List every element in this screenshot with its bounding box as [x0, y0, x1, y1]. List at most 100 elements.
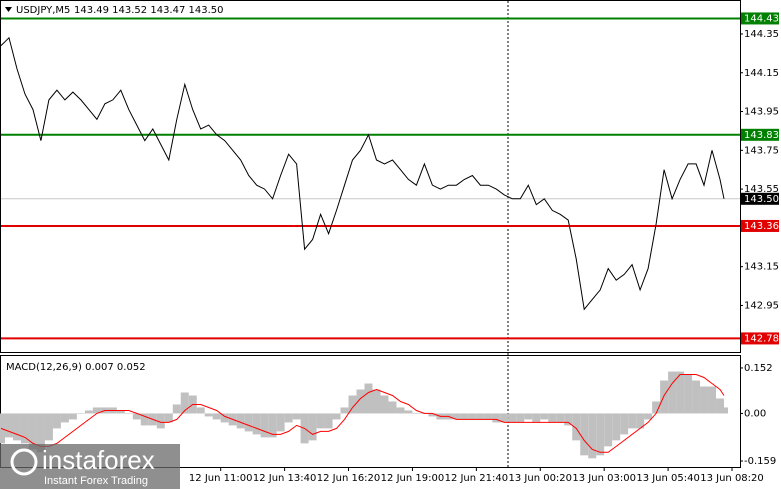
x-tick-label: 12 Jun 16:20 — [317, 473, 381, 484]
macd-bar — [204, 413, 213, 417]
macd-bar — [252, 413, 261, 435]
level-label-box — [741, 128, 779, 141]
macd-bar — [484, 413, 493, 420]
macd-bar — [660, 380, 669, 414]
y-tick-label: 142.95 — [744, 300, 779, 311]
y-tick-label: -0.159 — [744, 456, 776, 467]
macd-bar — [308, 413, 317, 441]
macd-bar — [720, 407, 729, 414]
y-tick-label: 143.95 — [744, 107, 779, 118]
macd-bar — [36, 413, 45, 453]
macd-bar — [364, 383, 373, 414]
symbol-title: USDJPY,M5 — [16, 5, 70, 16]
macd-bar — [380, 395, 389, 414]
macd-title: MACD(12,26,9) 0.007 0.052 — [6, 362, 146, 373]
macd-bar — [52, 413, 61, 429]
macd-bar — [652, 401, 661, 414]
menu-arrow — [5, 7, 12, 12]
level-label: 144.43 — [744, 13, 779, 24]
macd-bar — [156, 413, 165, 429]
macd-bar — [12, 413, 21, 441]
level-label: 143.36 — [744, 221, 779, 232]
macd-bar — [532, 413, 541, 423]
macd-bar — [668, 371, 677, 414]
price-line — [0, 36, 725, 311]
macd-bar — [588, 413, 597, 459]
macd-bar — [0, 413, 5, 444]
macd-bar — [684, 374, 693, 414]
macd-bar — [92, 407, 101, 414]
signal-line — [0, 374, 725, 453]
macd-bar — [492, 413, 501, 423]
level-label: 143.83 — [744, 130, 779, 141]
macd-bar — [340, 407, 349, 414]
macd-bar — [716, 398, 725, 414]
current-price-label: 143.50 — [744, 194, 779, 205]
macd-bar — [460, 413, 469, 420]
x-tick-label: 12 Jun 13:40 — [253, 473, 317, 484]
macd-bar — [596, 413, 605, 456]
macd-bar — [556, 413, 565, 423]
macd-bar — [396, 407, 405, 414]
macd-bar — [140, 413, 149, 426]
macd-bar — [612, 413, 621, 441]
macd-bar — [636, 413, 645, 429]
macd-bar — [180, 392, 189, 414]
macd-bar — [260, 413, 269, 438]
watermark-subtitle: Instant Forex Trading — [44, 475, 148, 487]
level-label-box — [741, 219, 779, 232]
macd-bar — [212, 413, 221, 420]
macd-bar — [540, 413, 549, 420]
macd-bar — [4, 413, 13, 438]
macd-bar — [316, 413, 325, 429]
macd-bar — [548, 413, 557, 423]
plot-layer — [0, 17, 740, 459]
macd-bar — [164, 413, 173, 423]
x-tick-label: 12 Jun 19:00 — [381, 473, 445, 484]
macd-bar — [644, 413, 653, 420]
price-panel — [0, 0, 741, 353]
macd-bar — [28, 413, 37, 450]
macd-bar — [292, 413, 301, 420]
macd-bar — [564, 413, 573, 426]
macd-bar — [468, 413, 477, 420]
level-label-box — [741, 12, 779, 25]
macd-bar — [428, 413, 437, 417]
macd-bar — [628, 413, 637, 429]
macd-bar — [20, 413, 29, 444]
x-tick-label: 13 Jun 05:40 — [636, 473, 700, 484]
x-tick-label: 12 Jun 11:00 — [189, 473, 253, 484]
macd-bar — [604, 413, 613, 447]
macd-bar — [676, 371, 685, 414]
macd-bar — [524, 413, 533, 420]
macd-bar — [68, 413, 77, 420]
macd-bar — [452, 413, 461, 420]
macd-bar — [124, 413, 133, 414]
macd-bar — [244, 413, 253, 432]
level-label-box — [741, 332, 779, 345]
macd-bar — [276, 413, 285, 432]
macd-bar — [404, 410, 413, 414]
macd-bar — [700, 386, 709, 414]
level-label: 142.78 — [744, 333, 779, 344]
macd-bar — [516, 413, 525, 423]
macd-bar — [44, 413, 53, 441]
ohlc-text: 143.49 143.52 143.47 143.50 — [74, 5, 224, 16]
y-tick-label: 144.15 — [744, 68, 779, 79]
macd-bar — [196, 407, 205, 414]
macd-bar — [508, 413, 517, 423]
macd-bar — [412, 413, 421, 414]
y-tick-label: 143.15 — [744, 262, 779, 273]
macd-bar — [372, 389, 381, 414]
x-tick-label: 13 Jun 08:20 — [700, 473, 764, 484]
macd-bar — [236, 413, 245, 429]
macd-bar — [572, 413, 581, 441]
macd-bar — [84, 410, 93, 414]
macd-bar — [220, 413, 229, 423]
macd-bar — [500, 413, 509, 423]
macd-bar — [268, 413, 277, 438]
macd-bar — [476, 413, 485, 420]
macd-bar — [76, 413, 85, 414]
y-tick-label: 143.55 — [744, 184, 779, 195]
macd-bar — [692, 380, 701, 414]
